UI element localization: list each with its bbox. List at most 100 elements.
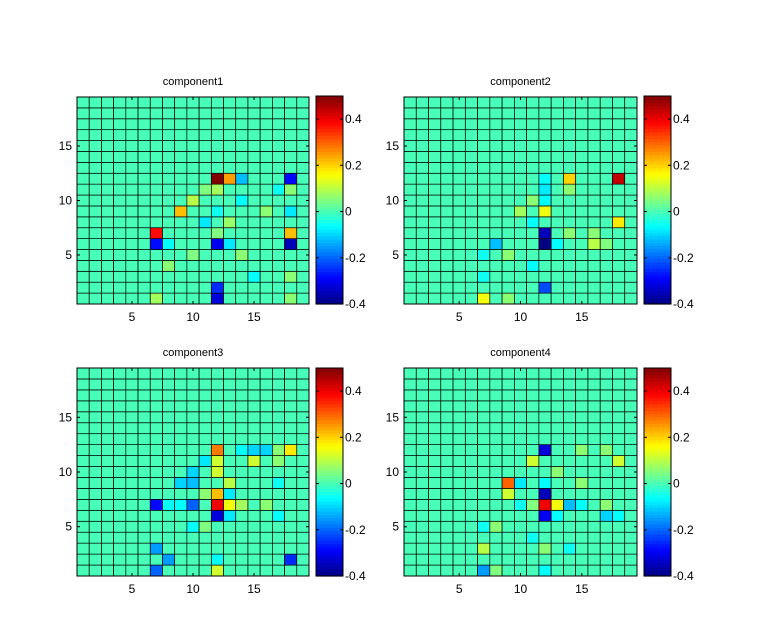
heatmap-cell [259,378,273,391]
heatmap-cell [174,183,188,196]
heatmap-cell [563,205,577,218]
colorbar-swatch [644,167,671,172]
colorbar-swatch [316,550,343,554]
heatmap-cell [464,205,478,218]
heatmap-cell [575,542,589,555]
heatmap-cell [247,400,261,413]
heatmap-cell [113,389,127,402]
heatmap-cell [149,129,163,141]
heatmap-cell [550,205,564,218]
colorbar-swatch [316,226,343,230]
colorbar-swatch [316,187,343,191]
heatmap-cell [88,249,102,261]
heatmap-cell [198,520,212,533]
heatmap-cell [452,205,466,218]
heatmap-cell [235,477,249,489]
heatmap-cell [223,422,237,435]
colorbar-swatch [316,517,343,522]
heatmap-cell [296,183,310,196]
colorbar-swatch [316,420,343,424]
heatmap-cell [526,270,540,283]
heatmap-cell [210,292,224,305]
heatmap-cell [587,249,601,261]
colorbar-swatch [316,131,343,136]
colorbar-swatch [316,390,343,395]
heatmap-cell [489,553,503,566]
heatmap-cell [296,422,310,435]
heatmap-cell [210,564,224,577]
heatmap-cell [501,378,515,391]
heatmap-cell [428,96,442,109]
heatmap-cell [501,216,515,229]
heatmap-cell [464,389,478,402]
heatmap-cell [186,400,200,413]
heatmap-cell [514,238,527,250]
heatmap-cell [563,466,577,478]
colorbar-swatch [644,478,671,483]
colorbar-swatch [316,196,343,201]
heatmap-cell [137,378,151,391]
heatmap-cell [452,378,466,391]
heatmap-cell [489,433,503,445]
heatmap-cell [296,172,310,185]
heatmap-cell [489,281,503,294]
heatmap-cell [272,531,285,544]
colorbar-tick-label: 0.4 [345,384,362,398]
colorbar-swatch [644,566,671,571]
heatmap-cell [563,367,577,380]
heatmap-cell [587,238,601,250]
colorbar-swatch [644,138,671,143]
heatmap-cell [624,292,638,305]
heatmap-cell [477,260,491,272]
heatmap-cell [223,488,237,500]
colorbar-swatch [316,540,343,545]
heatmap-cell [538,389,552,402]
heatmap-cell [210,433,224,445]
heatmap-cell [550,107,564,120]
heatmap-cell [137,389,151,402]
heatmap-cell [440,96,454,109]
y-tick-label: 5 [65,520,72,534]
heatmap-cell [101,227,114,239]
heatmap-cell [223,367,237,380]
heatmap-cell [599,292,613,305]
heatmap-cell [198,499,212,511]
heatmap-cell [137,477,151,489]
heatmap-cell [526,129,540,141]
heatmap-cell [563,400,577,413]
heatmap-cell [599,107,613,120]
heatmap-cell [174,477,188,489]
heatmap-cell [428,455,442,467]
heatmap-cell [464,367,478,380]
heatmap-cell [186,488,200,500]
heatmap-cell [113,444,127,456]
heatmap-cell [88,400,102,413]
heatmap-cell [235,151,249,163]
heatmap-cell [198,531,212,544]
heatmap-cell [113,238,127,250]
heatmap-cell [489,422,503,435]
heatmap-cell [440,162,454,174]
heatmap-cell [101,367,114,380]
heatmap-cell [272,270,285,283]
heatmap-cell [464,129,478,141]
heatmap-cell [149,270,163,283]
heatmap-cell [440,151,454,163]
heatmap-cell [440,542,454,555]
x-tick-label: 15 [247,582,261,596]
heatmap-cell [587,455,601,467]
heatmap-cell [137,118,151,131]
heatmap-cell [247,444,261,456]
heatmap-cell [76,118,90,131]
heatmap-cell [538,129,552,141]
heatmap-cell [149,205,163,218]
heatmap-cell [259,389,273,402]
heatmap-cell [259,96,273,109]
heatmap-cell [198,422,212,435]
heatmap-cell [149,227,163,239]
heatmap-cell [76,422,90,435]
heatmap-cell [223,389,237,402]
heatmap-cell [428,422,442,435]
heatmap-cell [272,162,285,174]
heatmap-cell [612,455,626,467]
